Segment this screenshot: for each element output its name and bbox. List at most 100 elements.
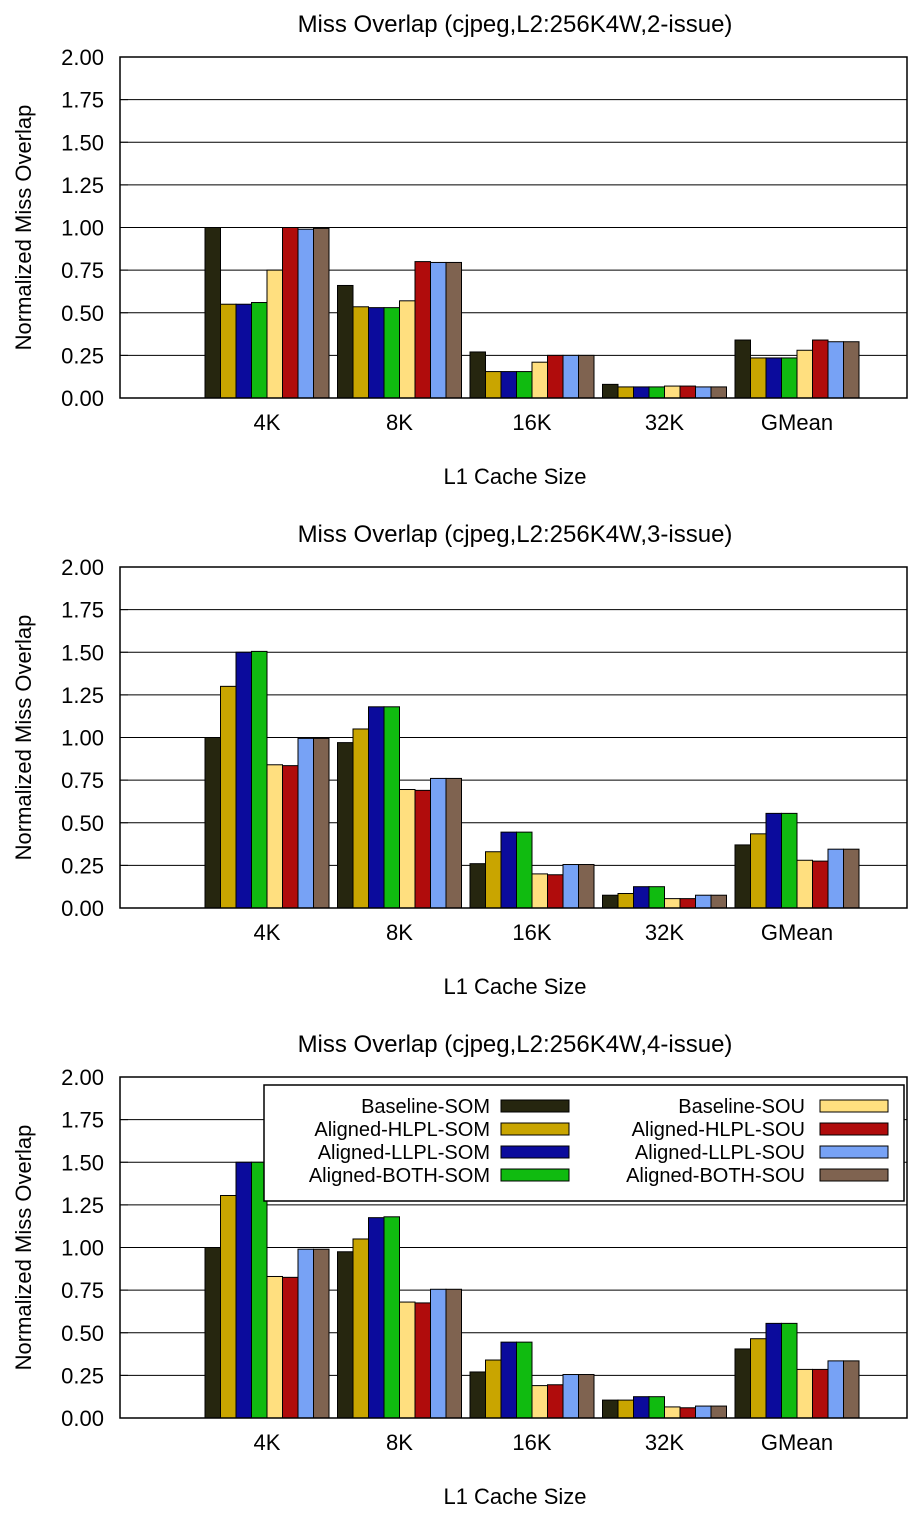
y-tick-label: 1.50 — [61, 1150, 104, 1175]
y-tick-label: 1.75 — [61, 598, 104, 623]
chart-3-issue-svg: Miss Overlap (cjpeg,L2:256K4W,3-issue) 0.… — [11, 521, 908, 999]
legend-swatch — [500, 1099, 570, 1113]
x-axis-label: L1 Cache Size — [443, 1484, 586, 1509]
legend-label: Aligned-HLPL-SOM — [314, 1119, 490, 1141]
bar — [266, 1275, 283, 1419]
x-tick-label: 16K — [512, 410, 551, 435]
bar — [562, 1374, 579, 1419]
bar — [679, 1407, 696, 1419]
bar — [827, 1360, 844, 1419]
bar — [664, 1406, 681, 1419]
legend-label: Baseline-SOU — [678, 1096, 805, 1118]
y-tick-label: 0.50 — [61, 811, 104, 836]
x-tick-label: 4K — [254, 1430, 281, 1455]
y-axis-label: Normalized Miss Overlap — [11, 1125, 36, 1371]
bar — [710, 386, 727, 399]
bar — [500, 1341, 517, 1419]
bar — [843, 848, 860, 909]
bar — [796, 859, 813, 909]
bar — [485, 371, 502, 399]
bar — [469, 863, 486, 909]
chart-2-issue: Miss Overlap (cjpeg,L2:256K4W,2-issue) 0.… — [0, 0, 909, 510]
bar — [633, 1396, 650, 1419]
y-tick-label: 2.00 — [61, 1065, 104, 1090]
bar — [796, 1368, 813, 1419]
bar — [430, 777, 447, 909]
bar — [414, 261, 431, 399]
bar — [282, 227, 299, 399]
bar — [602, 1399, 619, 1419]
bar — [383, 1216, 400, 1419]
bar — [430, 1288, 447, 1419]
bar — [383, 307, 400, 399]
chart-title: Miss Overlap (cjpeg,L2:256K4W,4-issue) — [298, 1031, 733, 1058]
bar — [781, 1322, 798, 1419]
bar — [282, 1276, 299, 1419]
y-tick-label: 1.25 — [61, 173, 104, 198]
bar — [414, 789, 431, 909]
bar — [710, 1405, 727, 1419]
bar — [337, 1251, 354, 1419]
bar — [710, 894, 727, 909]
legend-swatch — [819, 1145, 889, 1159]
bar — [562, 864, 579, 909]
bar — [204, 1247, 221, 1419]
bar — [578, 1374, 595, 1419]
bar — [734, 844, 751, 909]
y-axis-label: Normalized Miss Overlap — [11, 105, 36, 351]
bar — [235, 1161, 252, 1419]
bar — [516, 831, 533, 909]
bar — [750, 357, 767, 399]
bar — [695, 894, 712, 909]
bar — [430, 261, 447, 399]
bar — [843, 341, 860, 399]
chart-4-issue: Miss Overlap (cjpeg,L2:256K4W,4-issue) 0.… — [0, 1020, 909, 1524]
legend-label: Aligned-BOTH-SOM — [309, 1165, 490, 1187]
bar — [485, 1359, 502, 1419]
legend-swatch — [819, 1099, 889, 1113]
x-tick-label: 32K — [645, 920, 684, 945]
bar — [734, 1348, 751, 1419]
y-tick-label: 1.75 — [61, 1108, 104, 1133]
chart-title: Miss Overlap (cjpeg,L2:256K4W,3-issue) — [298, 521, 733, 548]
bar — [516, 1341, 533, 1419]
bar — [648, 386, 665, 399]
bar — [399, 300, 416, 399]
bar — [297, 737, 314, 909]
bar — [352, 306, 369, 399]
bar — [337, 742, 354, 909]
y-tick-label: 0.00 — [61, 386, 104, 411]
legend-label: Aligned-LLPL-SOU — [635, 1142, 805, 1164]
bar — [843, 1360, 860, 1419]
bar — [633, 886, 650, 909]
bar — [235, 303, 252, 399]
x-tick-label: 32K — [645, 1430, 684, 1455]
chart-4-issue-svg: Miss Overlap (cjpeg,L2:256K4W,4-issue) 0.… — [11, 1031, 908, 1509]
bar — [695, 1405, 712, 1419]
y-tick-label: 1.00 — [61, 726, 104, 751]
chart-3-issue: Miss Overlap (cjpeg,L2:256K4W,3-issue) 0.… — [0, 510, 909, 1020]
bar — [469, 351, 486, 399]
legend-label: Aligned-HLPL-SOU — [632, 1119, 805, 1141]
y-tick-label: 1.75 — [61, 88, 104, 113]
y-tick-label: 0.75 — [61, 1278, 104, 1303]
bar — [313, 737, 330, 909]
bar — [352, 728, 369, 909]
bar — [485, 851, 502, 909]
bar — [617, 1399, 634, 1419]
y-tick-label: 0.00 — [61, 1406, 104, 1431]
bar — [679, 385, 696, 399]
bar — [547, 354, 564, 399]
y-tick-label: 1.50 — [61, 130, 104, 155]
bar — [812, 1368, 829, 1419]
bar — [220, 1194, 237, 1419]
bar — [469, 1371, 486, 1419]
bar — [414, 1302, 431, 1419]
plot-frame — [119, 56, 908, 399]
y-tick-label: 0.25 — [61, 853, 104, 878]
bar — [251, 650, 268, 909]
bar — [648, 1396, 665, 1419]
x-tick-label: 8K — [386, 1430, 413, 1455]
bar — [297, 228, 314, 399]
bar — [368, 1217, 385, 1419]
